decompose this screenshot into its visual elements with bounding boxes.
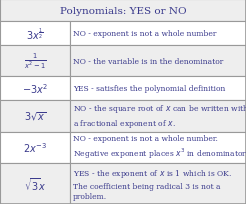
Text: Polynomials: YES or NO: Polynomials: YES or NO (60, 7, 186, 16)
Bar (70, 101, 246, 132)
Bar (0, 163, 70, 204)
Bar (0, 132, 70, 163)
Bar (0, 22, 70, 46)
Text: NO - the square root of $x$ can be written with
a fractional exponent of $x$.: NO - the square root of $x$ can be writt… (73, 103, 246, 130)
Bar (70, 22, 246, 46)
Text: $-3x^2$: $-3x^2$ (22, 82, 48, 96)
Text: $3\sqrt{x}$: $3\sqrt{x}$ (24, 110, 46, 123)
Text: $2x^{-3}$: $2x^{-3}$ (23, 141, 47, 154)
Text: NO - exponent is not a whole number.
Negative exponent places $x^3$ in denominat: NO - exponent is not a whole number. Neg… (73, 135, 246, 161)
Bar (70, 77, 246, 101)
Text: NO - the variable is in the denominator: NO - the variable is in the denominator (73, 57, 223, 65)
Text: $\sqrt{3}x$: $\sqrt{3}x$ (24, 175, 46, 192)
Text: $3x^{\frac{1}{2}}$: $3x^{\frac{1}{2}}$ (26, 26, 44, 41)
Bar (0, 0, 246, 22)
Bar (0, 101, 70, 132)
Bar (0, 46, 70, 77)
Text: NO - exponent is not a whole number: NO - exponent is not a whole number (73, 30, 216, 38)
Bar (70, 163, 246, 204)
Text: YES - satisfies the polynomial definition: YES - satisfies the polynomial definitio… (73, 85, 225, 93)
Text: $\frac{1}{x^2 - 1}$: $\frac{1}{x^2 - 1}$ (24, 52, 46, 71)
Text: YES - the exponent of $x$ is 1 which is OK.
The coefficient being radical 3 is n: YES - the exponent of $x$ is 1 which is … (73, 168, 232, 200)
Bar (70, 46, 246, 77)
Bar (70, 132, 246, 163)
Bar (0, 77, 70, 101)
